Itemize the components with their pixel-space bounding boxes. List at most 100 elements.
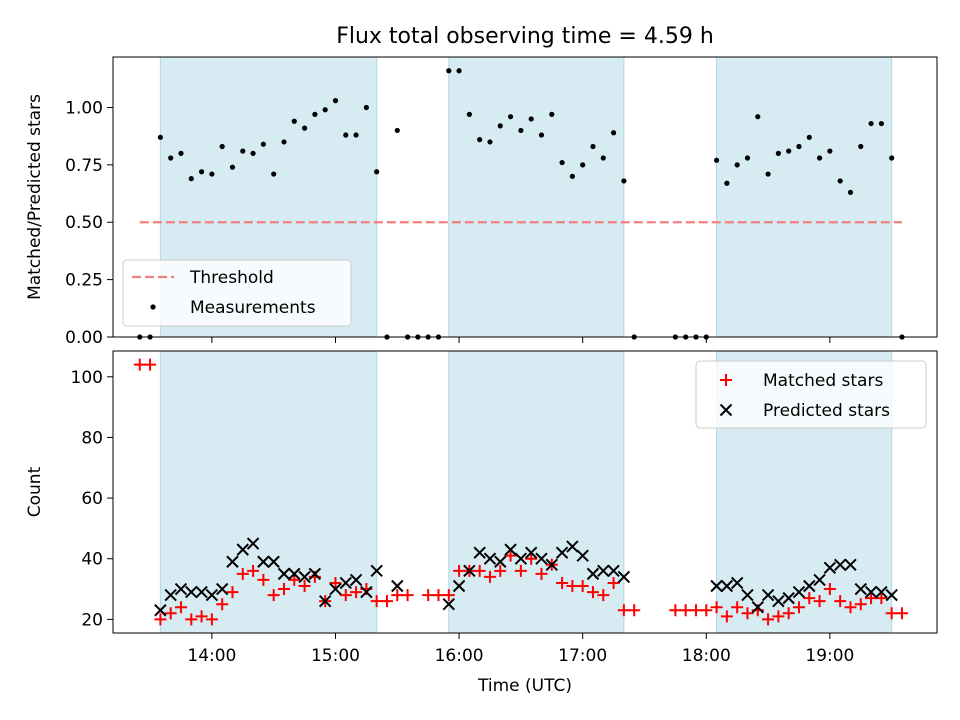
measurement-point bbox=[734, 162, 740, 168]
measurement-point bbox=[178, 150, 184, 156]
top-axes-frame bbox=[112, 56, 938, 338]
matched-star-point bbox=[854, 598, 867, 611]
measurement-point bbox=[343, 132, 349, 138]
measurement-point bbox=[796, 143, 802, 150]
predicted-star-point bbox=[164, 588, 177, 602]
predicted-star-point bbox=[823, 561, 837, 575]
matched-star-point bbox=[216, 598, 229, 611]
measurement-point bbox=[198, 169, 205, 175]
measurement-point bbox=[312, 111, 318, 117]
measurement-point bbox=[580, 162, 586, 168]
matched-star-point bbox=[885, 607, 898, 620]
measurement-point bbox=[477, 137, 483, 143]
predicted-star-point bbox=[185, 585, 198, 599]
predicted-star-point bbox=[391, 579, 404, 593]
matched-star-point bbox=[442, 589, 455, 602]
predicted-star-point bbox=[483, 552, 497, 565]
predicted-star-point bbox=[288, 567, 301, 581]
measurement-point bbox=[497, 123, 503, 129]
measurement-point bbox=[549, 111, 555, 117]
matched-star-point bbox=[380, 595, 393, 608]
matched-star-point bbox=[504, 549, 517, 562]
y-tick-label: 0.00 bbox=[65, 328, 103, 348]
predicted-star-point bbox=[442, 597, 455, 611]
legend-threshold-label: Threshold bbox=[189, 268, 274, 288]
measurement-point bbox=[806, 134, 812, 140]
predicted-star-point bbox=[617, 570, 631, 584]
predicted-star-point bbox=[730, 576, 744, 590]
observing-window-band bbox=[448, 350, 625, 634]
measurement-point bbox=[301, 125, 308, 131]
measurement-point bbox=[219, 143, 225, 150]
legend-box bbox=[695, 360, 927, 429]
bottom-legend: Matched stars Predicted stars bbox=[695, 360, 927, 429]
matched-star-point bbox=[185, 613, 198, 626]
y-tick-label: 60 bbox=[81, 489, 103, 509]
measurement-point bbox=[600, 155, 606, 161]
matched-star-point bbox=[895, 607, 908, 620]
predicted-star-point bbox=[370, 564, 383, 578]
legend-matched-swatch bbox=[720, 374, 732, 386]
y-tick-label: 0.50 bbox=[65, 213, 103, 233]
predicted-star-point bbox=[174, 582, 188, 596]
measurement-point bbox=[240, 148, 246, 154]
matched-star-point bbox=[700, 604, 713, 617]
measurement-point bbox=[188, 176, 194, 182]
matched-star-point bbox=[154, 613, 167, 626]
measurement-point bbox=[209, 171, 215, 177]
predicted-star-point bbox=[875, 585, 888, 599]
matched-star-point bbox=[576, 580, 589, 592]
measurement-point bbox=[291, 118, 297, 124]
measurement-point bbox=[590, 143, 596, 150]
matched-star-point bbox=[514, 564, 527, 577]
predicted-star-point bbox=[803, 579, 816, 593]
matched-star-point bbox=[669, 604, 682, 617]
matched-star-point bbox=[844, 601, 857, 614]
matched-star-point bbox=[350, 586, 363, 599]
matched-star-point bbox=[164, 607, 177, 620]
predicted-star-point bbox=[535, 552, 548, 565]
matched-star-point bbox=[257, 573, 270, 586]
matched-star-point bbox=[401, 589, 414, 602]
predicted-star-point bbox=[246, 537, 260, 550]
legend-box bbox=[122, 259, 352, 327]
matched-star-point bbox=[689, 604, 702, 617]
predicted-star-point bbox=[864, 585, 878, 599]
observing-window-band bbox=[448, 56, 625, 338]
matched-star-point bbox=[597, 589, 610, 602]
top-legend: Threshold Measurements bbox=[122, 259, 352, 327]
measurement-point bbox=[827, 148, 833, 154]
matched-star-point bbox=[617, 604, 630, 617]
matched-star-point bbox=[267, 589, 280, 602]
predicted-star-point bbox=[308, 567, 322, 581]
legend-measurements-label: Measurements bbox=[190, 298, 316, 318]
legend-matched-label: Matched stars bbox=[763, 371, 883, 391]
measurement-point bbox=[621, 178, 627, 184]
predicted-star-point bbox=[761, 588, 775, 602]
matched-star-point bbox=[782, 607, 795, 620]
measurement-point bbox=[538, 132, 545, 138]
predicted-star-point bbox=[782, 591, 795, 605]
matched-star-point bbox=[762, 613, 775, 626]
measurement-point bbox=[281, 139, 287, 145]
x-tick-label: 15:00 bbox=[311, 646, 360, 666]
matched-star-point bbox=[298, 580, 311, 592]
matched-star-point bbox=[195, 610, 208, 623]
y-tick-label: 40 bbox=[81, 550, 103, 570]
matched-star-point bbox=[339, 589, 352, 602]
matched-star-point bbox=[710, 601, 723, 614]
measurement-point bbox=[724, 180, 730, 186]
measurement-point bbox=[456, 68, 462, 74]
x-axis-label: Time (UTC) bbox=[477, 676, 572, 696]
matched-star-point bbox=[236, 567, 249, 580]
predicted-star-point bbox=[741, 588, 754, 602]
predicted-star-point bbox=[555, 546, 569, 559]
top-y-axis-label: Matched/Predicted stars bbox=[25, 94, 45, 300]
matched-star-point bbox=[247, 564, 260, 577]
matched-star-point bbox=[494, 564, 507, 577]
predicted-star-point bbox=[597, 564, 610, 578]
measurement-point bbox=[507, 114, 514, 120]
predicted-star-point bbox=[833, 558, 847, 571]
predicted-star-point bbox=[514, 552, 528, 565]
matched-star-point bbox=[473, 564, 486, 577]
